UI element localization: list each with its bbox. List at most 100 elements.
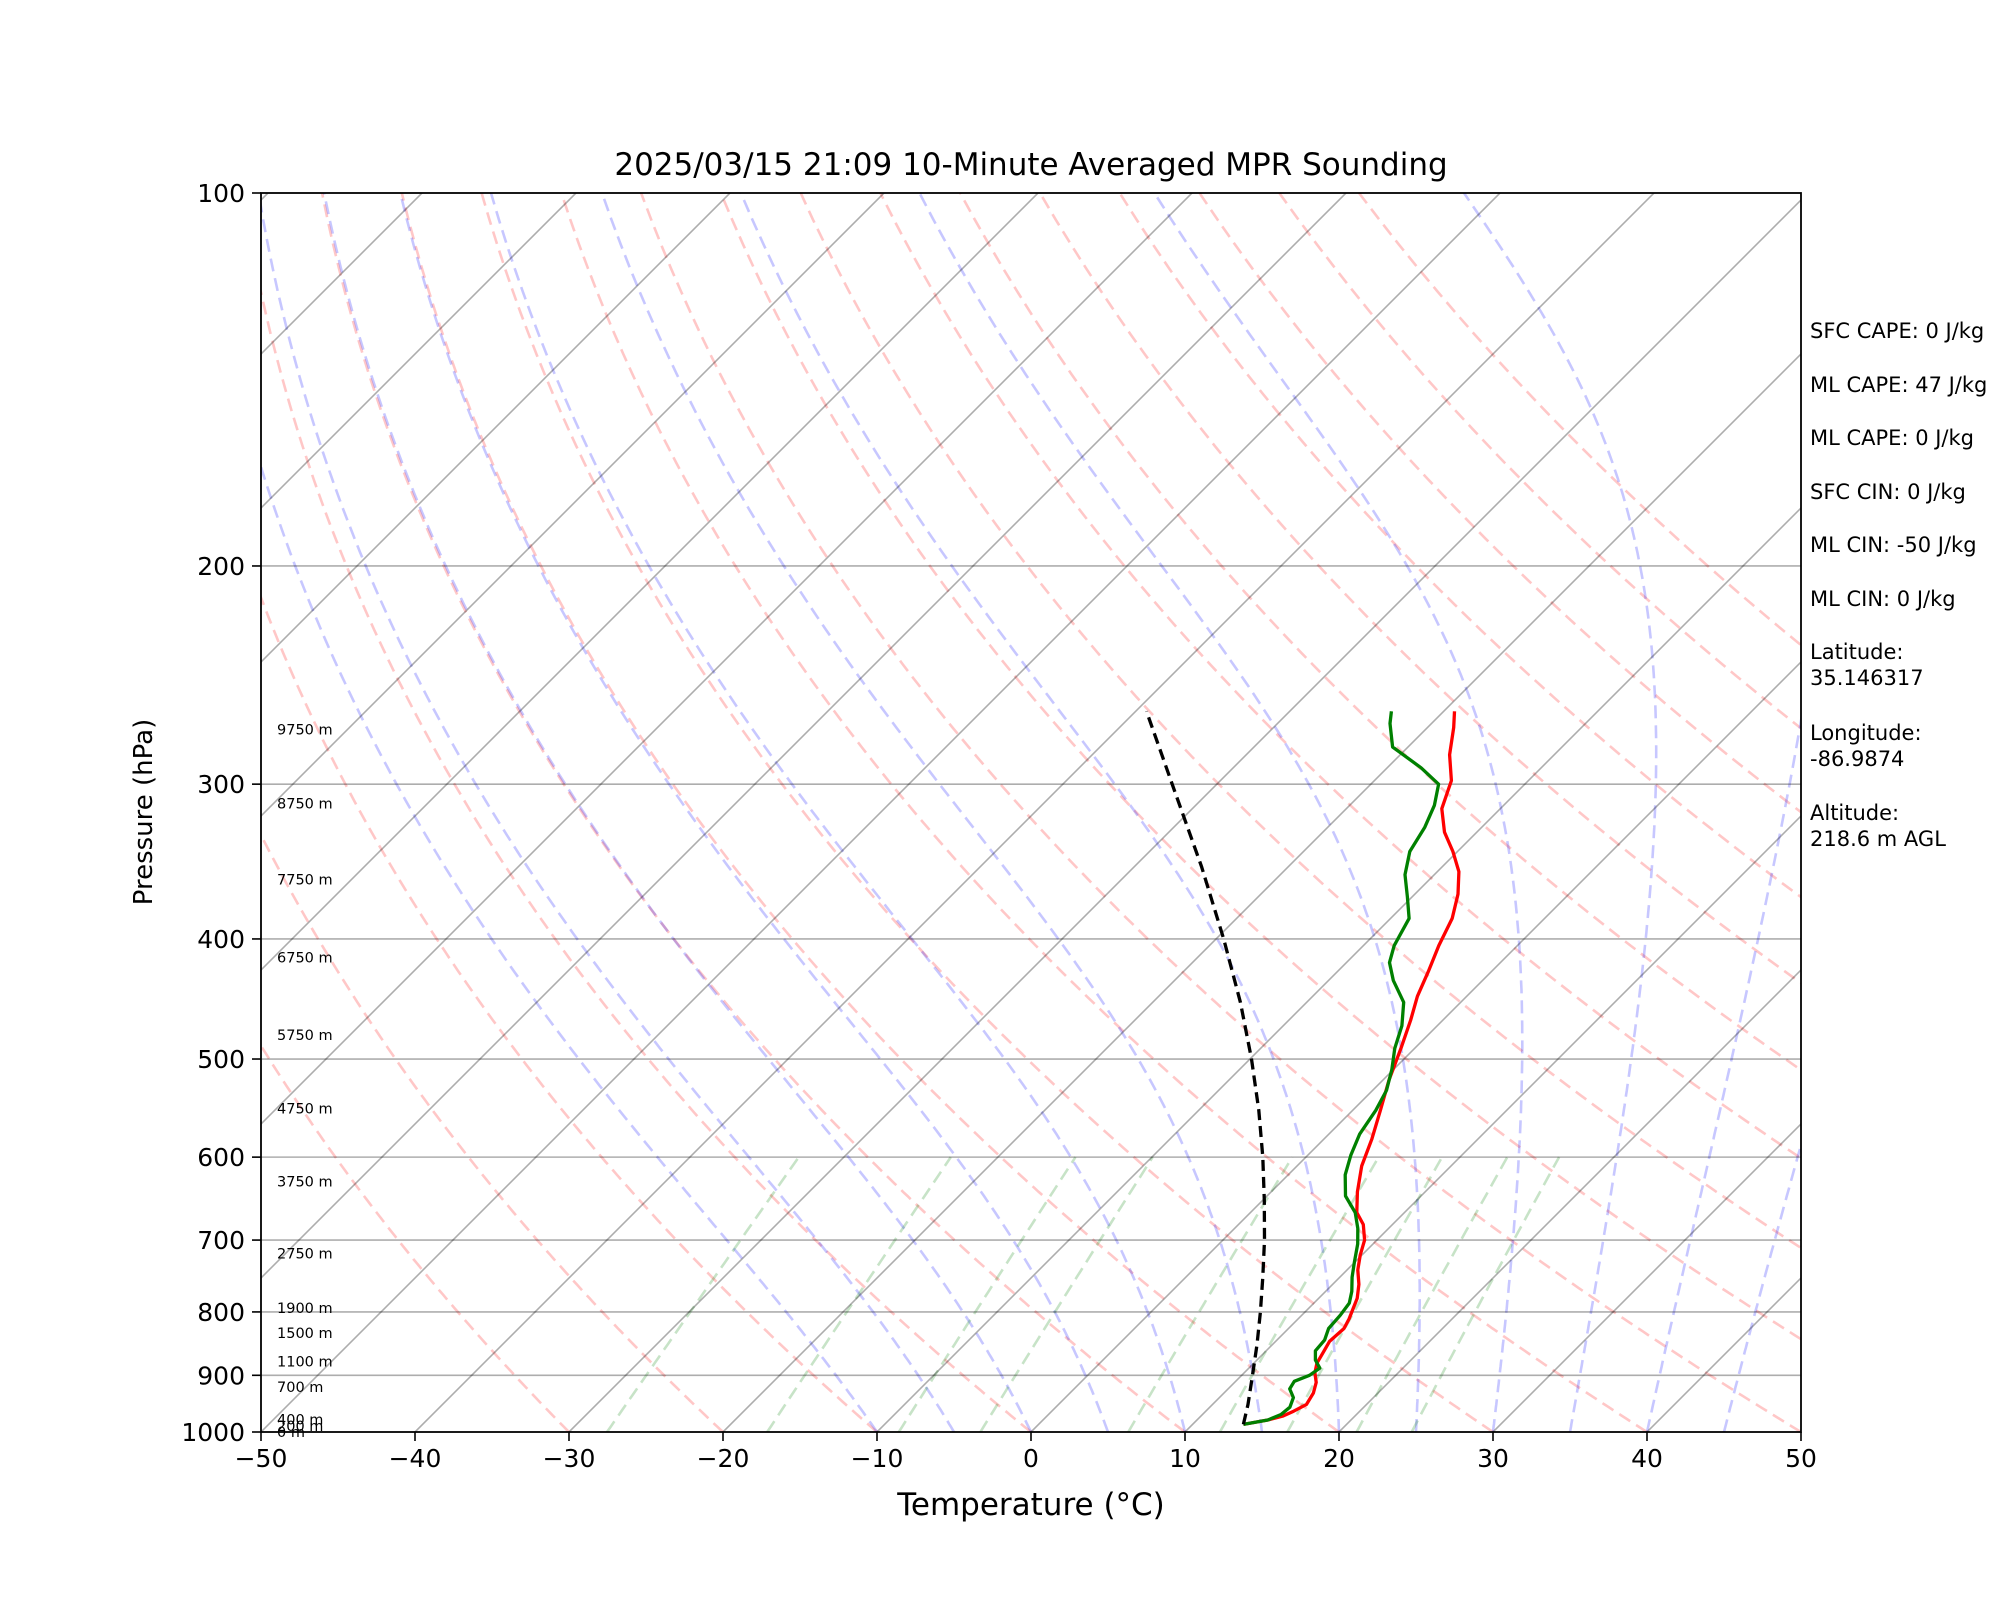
isotherm bbox=[261, 193, 885, 818]
x-tick-label: −10 bbox=[851, 1444, 904, 1473]
height-label: 9750 m bbox=[277, 722, 333, 738]
info-item: Longitude: -86.9874 bbox=[1810, 720, 1922, 771]
height-label: 7750 m bbox=[277, 872, 333, 888]
mixing-ratio-line bbox=[605, 1156, 800, 1432]
height-label: 2750 m bbox=[277, 1247, 333, 1263]
dry-adiabat bbox=[261, 832, 724, 1432]
moist-adiabat bbox=[1722, 1140, 1801, 1432]
height-label: 3750 m bbox=[277, 1175, 333, 1191]
isotherm bbox=[261, 193, 731, 664]
dry-adiabat bbox=[879, 193, 1801, 1160]
dry-adiabat bbox=[480, 193, 1494, 1432]
dry-adiabat bbox=[261, 286, 1032, 1432]
y-tick-label: 100 bbox=[197, 179, 245, 208]
dry-adiabat bbox=[719, 193, 1801, 1341]
dry-adiabat bbox=[400, 193, 1340, 1432]
y-tick-label: 600 bbox=[197, 1143, 245, 1172]
sounding-traces bbox=[1144, 710, 1461, 1427]
dry-adiabat bbox=[1198, 193, 1801, 814]
x-tick-label: 20 bbox=[1323, 1444, 1355, 1473]
dry-adiabat bbox=[1278, 193, 1801, 730]
info-item: ML CIN: -50 J/kg bbox=[1810, 533, 1977, 557]
dry-adiabat bbox=[560, 193, 1648, 1432]
info-item: SFC CAPE: 0 J/kg bbox=[1810, 319, 1985, 343]
info-item: ML CAPE: 0 J/kg bbox=[1810, 426, 1975, 450]
y-tick-label: 800 bbox=[197, 1298, 245, 1327]
height-label: 200 m bbox=[277, 1419, 323, 1435]
x-axis-label: Temperature (°C) bbox=[896, 1487, 1165, 1523]
y-axis-label: Pressure (hPa) bbox=[129, 719, 159, 906]
moist-adiabat bbox=[261, 462, 879, 1432]
mixing-ratio-line bbox=[1355, 1156, 1509, 1432]
series-line-2 bbox=[1243, 711, 1441, 1427]
moist-adiabat bbox=[322, 193, 1033, 1432]
isotherm bbox=[568, 198, 1801, 1432]
info-item: SFC CIN: 0 J/kg bbox=[1810, 479, 1966, 504]
x-tick-label: 10 bbox=[1169, 1444, 1201, 1473]
moist-adiabat bbox=[1153, 193, 1524, 1432]
height-label: 1900 m bbox=[277, 1301, 333, 1317]
height-label: 4750 m bbox=[277, 1101, 333, 1117]
axes: −50 −40 −30 −20 −10 0 10 20 30 40 50 100 200 300 400 50… bbox=[181, 179, 1817, 1473]
dry-adiabat bbox=[799, 193, 1801, 1250]
y-tick-label: 1000 bbox=[181, 1418, 245, 1447]
y-tick-label: 400 bbox=[197, 925, 245, 954]
y-tick-label: 500 bbox=[197, 1045, 245, 1074]
moist-adiabat bbox=[1462, 193, 1658, 1432]
mixing-ratio-line bbox=[979, 1156, 1154, 1432]
isotherm bbox=[414, 193, 1655, 1432]
isotherm bbox=[1184, 814, 1801, 1432]
isotherm bbox=[261, 193, 1501, 1432]
series-line-3 bbox=[1144, 710, 1267, 1425]
moist-adiabat bbox=[261, 199, 956, 1432]
x-tick-label: 50 bbox=[1785, 1444, 1817, 1473]
dry-adiabat bbox=[639, 193, 1801, 1432]
y-tick-label: 700 bbox=[197, 1226, 245, 1255]
mixing-ratio-line bbox=[1286, 1156, 1444, 1432]
moist-adiabat bbox=[739, 193, 1341, 1432]
dry-adiabat bbox=[1038, 193, 1801, 985]
isotherm bbox=[1338, 968, 1801, 1432]
y-tick-label: 900 bbox=[197, 1361, 245, 1390]
dry-adiabat bbox=[261, 594, 878, 1432]
chart-title: 2025/03/15 21:09 10-Minute Averaged MPR … bbox=[614, 147, 1447, 183]
height-label: 400 m bbox=[277, 1412, 323, 1428]
background-lines bbox=[261, 193, 1801, 1432]
isotherm bbox=[261, 193, 1193, 1126]
dry-adiabat bbox=[959, 193, 1801, 1072]
mixing-ratio-line bbox=[1218, 1156, 1380, 1432]
plot-frame bbox=[260, 192, 1802, 1433]
isotherm bbox=[261, 193, 1347, 1280]
info-item: ML CIN: 0 J/kg bbox=[1810, 586, 1956, 611]
height-label: 1100 m bbox=[277, 1354, 333, 1370]
isotherm bbox=[261, 193, 1039, 972]
moist-adiabat bbox=[489, 193, 1187, 1432]
moist-adiabat bbox=[600, 193, 1264, 1432]
moist-adiabat bbox=[1645, 713, 1801, 1432]
moist-adiabat bbox=[918, 193, 1421, 1432]
height-label: 1500 m bbox=[277, 1326, 333, 1342]
x-tick-label: 40 bbox=[1631, 1444, 1663, 1473]
height-label: 6750 m bbox=[277, 950, 333, 966]
info-item: ML CAPE: 47 J/kg bbox=[1810, 372, 1988, 397]
info-item: Latitude: 35.146317 bbox=[1810, 640, 1924, 690]
dry-adiabat bbox=[1118, 193, 1801, 899]
x-tick-label: −40 bbox=[389, 1444, 442, 1473]
moist-adiabat bbox=[399, 193, 1110, 1432]
isotherm bbox=[1492, 1122, 1801, 1432]
x-tick-label: 0 bbox=[1023, 1444, 1039, 1473]
dry-adiabat bbox=[320, 193, 1186, 1432]
mixing-ratio-line bbox=[1127, 1156, 1294, 1432]
height-label: 0 m bbox=[277, 1425, 305, 1441]
y-tick-label: 200 bbox=[197, 552, 245, 581]
mixing-ratio-line bbox=[1410, 1156, 1561, 1432]
dry-adiabat bbox=[261, 1043, 570, 1432]
isotherm bbox=[261, 193, 577, 510]
mixing-ratio-line bbox=[766, 1156, 952, 1432]
info-item: Altitude: 218.6 m AGL bbox=[1810, 801, 1946, 851]
height-label: 700 m bbox=[277, 1380, 323, 1396]
isotherm bbox=[876, 506, 1801, 1432]
y-tick-label: 300 bbox=[197, 770, 245, 799]
